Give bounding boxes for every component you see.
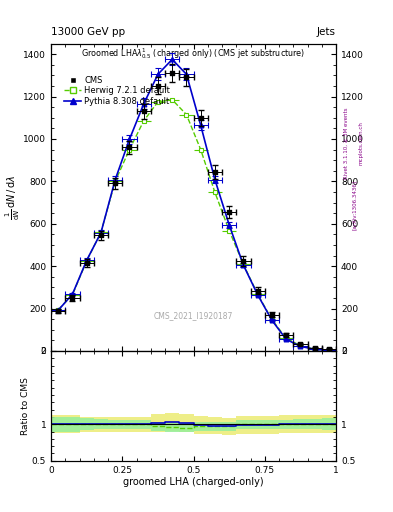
Text: Groomed LHA$\lambda^{1}_{0.5}$ (charged only) (CMS jet substructure): Groomed LHA$\lambda^{1}_{0.5}$ (charged … xyxy=(81,47,306,61)
Legend: CMS, Herwig 7.2.1 default, Pythia 8.308 default: CMS, Herwig 7.2.1 default, Pythia 8.308 … xyxy=(61,72,173,109)
Text: 13000 GeV pp: 13000 GeV pp xyxy=(51,27,125,37)
Point xyxy=(183,73,189,81)
X-axis label: groomed LHA (charged-only): groomed LHA (charged-only) xyxy=(123,477,264,487)
Text: mcplots.cern.ch: mcplots.cern.ch xyxy=(358,121,364,165)
Point xyxy=(255,286,261,294)
Point xyxy=(98,231,104,240)
Text: Rivet 3.1.10, ≥ 3M events: Rivet 3.1.10, ≥ 3M events xyxy=(344,108,349,179)
Point xyxy=(84,259,90,267)
Point xyxy=(226,208,232,216)
Text: CMS_2021_I1920187: CMS_2021_I1920187 xyxy=(154,311,233,320)
Point xyxy=(126,143,132,152)
Point xyxy=(55,307,61,315)
Point xyxy=(269,311,275,319)
Point xyxy=(297,339,303,348)
Point xyxy=(198,114,204,122)
Point xyxy=(141,108,147,116)
Y-axis label: $\frac{1}{\mathrm{d}N}\,\mathrm{d}N\,/\,\mathrm{d}\lambda$: $\frac{1}{\mathrm{d}N}\,\mathrm{d}N\,/\,… xyxy=(4,175,22,220)
Point xyxy=(240,257,246,265)
Point xyxy=(69,294,75,302)
Point xyxy=(169,69,175,77)
Point xyxy=(112,179,118,187)
Point xyxy=(312,344,318,352)
Y-axis label: Ratio to CMS: Ratio to CMS xyxy=(22,377,31,435)
Point xyxy=(155,82,161,90)
Text: Jets: Jets xyxy=(317,27,336,37)
Point xyxy=(212,168,218,176)
Text: [arXiv:1306.3436]: [arXiv:1306.3436] xyxy=(352,180,357,230)
Point xyxy=(283,331,289,339)
Point xyxy=(326,345,332,353)
